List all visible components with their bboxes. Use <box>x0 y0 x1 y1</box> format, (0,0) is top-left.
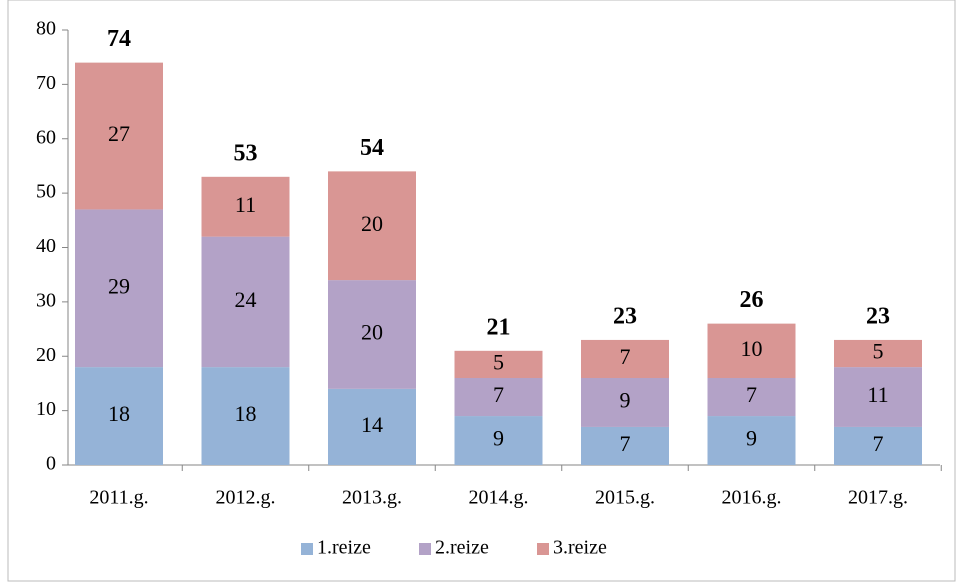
y-tick-label: 50 <box>36 181 56 203</box>
y-tick-label: 30 <box>36 289 56 311</box>
total-label: 23 <box>613 303 637 329</box>
bar-segment <box>328 171 416 281</box>
x-tick-label: 2012.g. <box>216 487 276 509</box>
legend-label: 3.reize <box>553 537 607 559</box>
data-label: 20 <box>361 320 383 345</box>
x-tick-label: 2017.g. <box>848 487 908 509</box>
bar-segment <box>581 426 669 465</box>
bar-segment <box>834 367 922 427</box>
data-label: 11 <box>867 382 888 407</box>
bar-segment <box>834 426 922 465</box>
data-label: 9 <box>620 388 631 413</box>
legend-swatch <box>419 543 431 555</box>
bar-segment <box>454 350 543 378</box>
bar-segment <box>75 62 163 210</box>
total-label: 53 <box>234 140 258 166</box>
legend-swatch <box>537 543 549 555</box>
y-tick-label: 60 <box>36 126 56 148</box>
data-label: 11 <box>235 192 256 217</box>
data-label: 18 <box>235 401 257 426</box>
bar-segment <box>75 209 163 368</box>
legend-swatch <box>301 543 313 555</box>
x-tick-label: 2011.g. <box>89 487 148 509</box>
bar-segment <box>581 339 669 378</box>
data-label: 29 <box>108 273 130 298</box>
bar-segment <box>707 378 796 417</box>
bar-segment <box>328 388 416 465</box>
data-label: 9 <box>746 426 757 451</box>
bar-segment <box>201 176 290 237</box>
bar-segment <box>454 416 543 465</box>
data-label: 7 <box>873 431 884 456</box>
data-label: 18 <box>108 401 130 426</box>
total-label: 74 <box>107 26 131 52</box>
y-tick-label: 40 <box>36 235 56 257</box>
y-tick-label: 70 <box>36 72 56 94</box>
bar-segment <box>707 416 796 465</box>
data-label: 10 <box>741 336 763 361</box>
x-tick-label: 2013.g. <box>342 487 402 509</box>
x-tick-label: 2014.g. <box>469 487 529 509</box>
bar-segment <box>707 323 796 378</box>
x-tick-label: 2015.g. <box>595 487 655 509</box>
y-tick-label: 20 <box>36 344 56 366</box>
bar-segment <box>201 236 290 368</box>
bar-segment <box>581 378 669 427</box>
bar-segment <box>454 378 543 417</box>
x-tick-label: 2016.g. <box>722 487 782 509</box>
total-label: 54 <box>360 135 384 161</box>
bar-segment <box>75 367 163 465</box>
y-tick-label: 80 <box>36 18 56 40</box>
bar-segment <box>328 280 416 389</box>
data-label: 7 <box>746 382 757 407</box>
y-tick-label: 0 <box>46 453 56 475</box>
data-label: 5 <box>493 349 504 374</box>
bar-segment <box>201 367 290 465</box>
data-label: 24 <box>235 287 257 312</box>
data-label: 20 <box>361 211 383 236</box>
data-label: 7 <box>620 431 631 456</box>
data-label: 5 <box>873 339 884 364</box>
chart-frame <box>7 0 956 582</box>
total-label: 21 <box>487 314 511 340</box>
data-label: 27 <box>108 121 130 146</box>
total-label: 23 <box>866 303 890 329</box>
legend-label: 1.reize <box>317 537 371 559</box>
legend-label: 2.reize <box>435 537 489 559</box>
data-label: 7 <box>620 344 631 369</box>
total-label: 26 <box>740 287 764 313</box>
y-tick-label: 10 <box>36 398 56 420</box>
data-label: 9 <box>493 426 504 451</box>
data-label: 14 <box>361 412 383 437</box>
data-label: 7 <box>493 382 504 407</box>
bar-segment <box>834 339 922 368</box>
